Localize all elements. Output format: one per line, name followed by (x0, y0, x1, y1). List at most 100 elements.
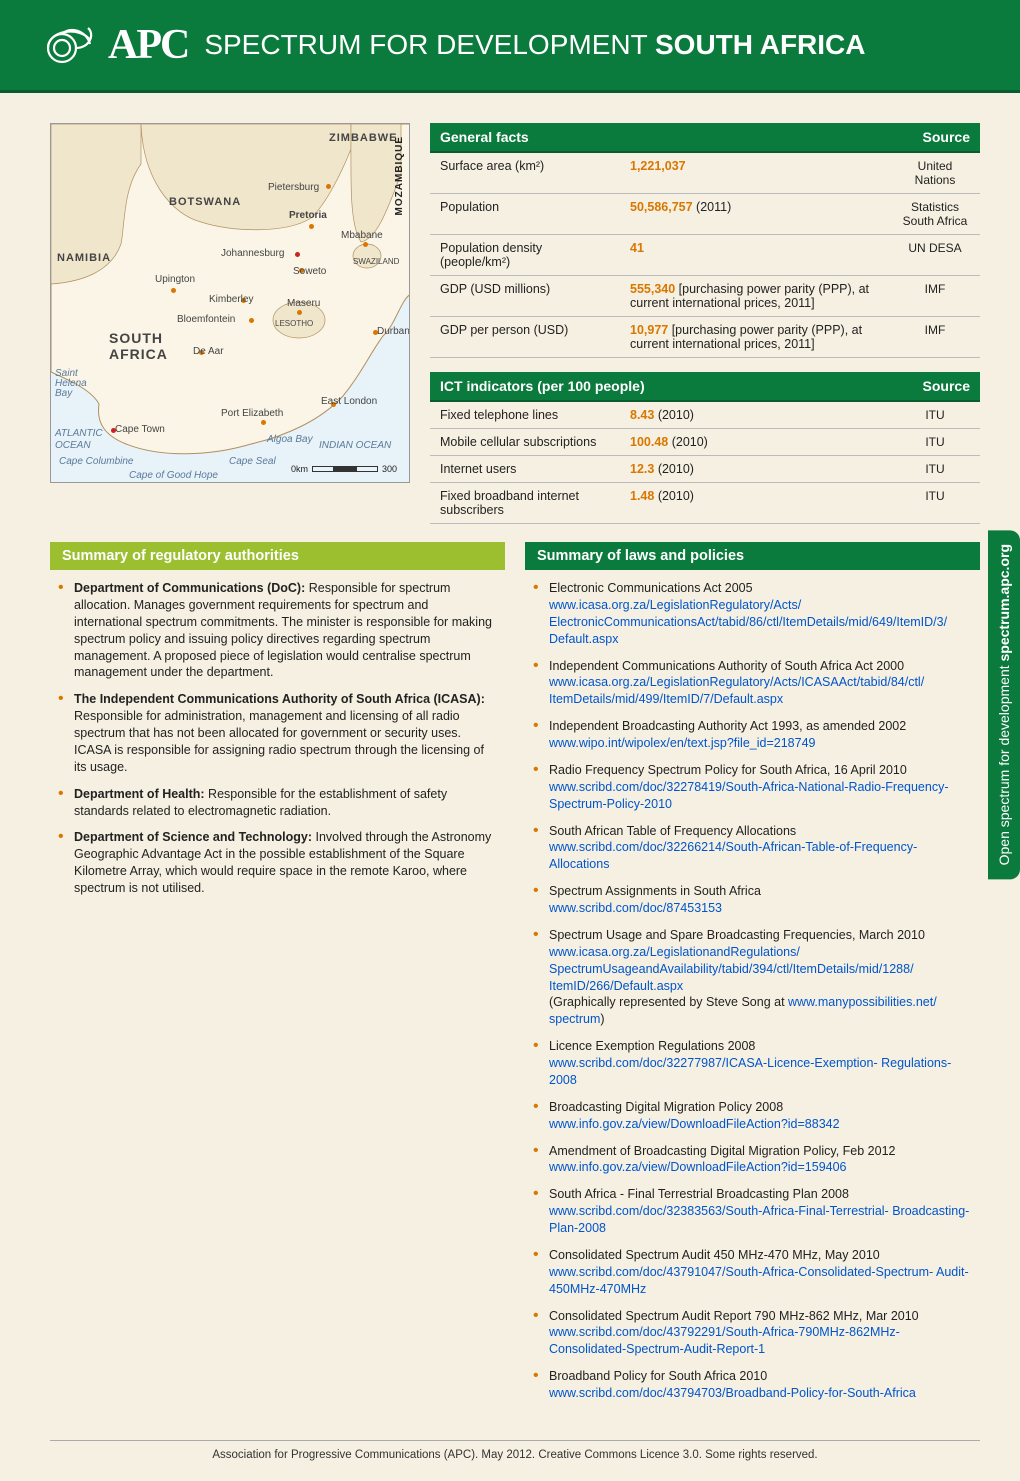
row-label: Surface area (km²) (430, 152, 620, 194)
map-water-label: ATLANTIC (55, 428, 103, 439)
law-link[interactable]: www.icasa.org.za/LegislationRegulatory/A… (549, 598, 947, 646)
law-link[interactable]: www.scribd.com/doc/43794703/Broadband-Po… (549, 1386, 916, 1400)
map-water-label: Bay (55, 388, 72, 399)
map-city-label: Johannesburg (221, 248, 284, 259)
map-water-label: Cape Seal (229, 456, 276, 467)
content: MOZAMBIQUE NAMIBIABOTSWANAZIMBABWESWAZIL… (0, 93, 1020, 1432)
row-source: IMF (890, 317, 980, 358)
law-link[interactable]: www.scribd.com/doc/32278419/South-Africa… (549, 780, 949, 811)
map: MOZAMBIQUE NAMIBIABOTSWANAZIMBABWESWAZIL… (50, 123, 410, 483)
list-item: Broadband Policy for South Africa 2010ww… (533, 1368, 972, 1402)
law-link[interactable]: www.scribd.com/doc/32277987/ICASA-Licenc… (549, 1056, 951, 1087)
map-city-label: De Aar (193, 346, 224, 357)
map-city-label: Durban (377, 326, 410, 337)
logo-swirl-icon (40, 20, 100, 70)
page-title: SPECTRUM FOR DEVELOPMENT SOUTH AFRICA (204, 29, 865, 61)
list-item: South African Table of Frequency Allocat… (533, 823, 972, 874)
map-country-label: ZIMBABWE (329, 132, 398, 144)
law-link[interactable]: www.info.gov.za/view/DownloadFileAction?… (549, 1117, 840, 1131)
title-bold: SOUTH AFRICA (655, 29, 866, 60)
map-city-label: Bloemfontein (177, 314, 235, 325)
law-link[interactable]: www.scribd.com/doc/32383563/South-Africa… (549, 1204, 969, 1235)
map-city-label: East London (321, 396, 377, 407)
row-value: 100.48 (2010) (620, 429, 890, 456)
map-city-label: Port Elizabeth (221, 408, 283, 419)
list-item: Independent Communications Authority of … (533, 658, 972, 709)
ict-heading: ICT indicators (per 100 people) (430, 372, 890, 401)
row-source: Statistics South Africa (890, 194, 980, 235)
law-link[interactable]: www.scribd.com/doc/87453153 (549, 901, 722, 915)
law-link[interactable]: www.icasa.org.za/LegislationRegulatory/A… (549, 675, 924, 706)
map-country-label: AFRICA (109, 346, 168, 362)
law-link[interactable]: www.scribd.com/doc/32266214/South-Africa… (549, 840, 917, 871)
map-city-label: Maseru (287, 298, 320, 309)
law-link[interactable]: www.manypossibilities.net/ spectrum (549, 995, 937, 1026)
row-label: Population density (people/km²) (430, 235, 620, 276)
table-row: Surface area (km²) 1,221,037 United Nati… (430, 152, 980, 194)
general-facts-table: General facts Source Surface area (km²) … (430, 123, 980, 358)
map-city-dot (249, 318, 254, 323)
list-item: Consolidated Spectrum Audit 450 MHz-470 … (533, 1247, 972, 1298)
table-row: Internet users 12.3 (2010) ITU (430, 456, 980, 483)
table-row: Fixed telephone lines 8.43 (2010) ITU (430, 401, 980, 429)
list-item: Spectrum Usage and Spare Broadcasting Fr… (533, 927, 972, 1028)
general-facts-heading: General facts (430, 123, 890, 152)
row-value: 555,340 [purchasing power parity (PPP), … (620, 276, 890, 317)
side-tab[interactable]: Open spectrum for development spectrum.a… (988, 530, 1020, 879)
map-city-dot (309, 224, 314, 229)
row-label: GDP (USD millions) (430, 276, 620, 317)
map-country-label: NAMIBIA (57, 252, 111, 264)
map-country-label: LESOTHO (275, 319, 313, 328)
map-label-mozambique: MOZAMBIQUE (394, 136, 405, 215)
map-city-dot (363, 242, 368, 247)
row-value: 41 (620, 235, 890, 276)
row-source: ITU (890, 429, 980, 456)
map-country-label: BOTSWANA (169, 196, 241, 208)
side-tab-bold: spectrum.apc.org (996, 544, 1012, 661)
footer: Association for Progressive Communicatio… (50, 1440, 980, 1481)
table-row: GDP (USD millions) 555,340 [purchasing p… (430, 276, 980, 317)
map-water-label: Algoa Bay (267, 434, 313, 445)
map-city-label: Upington (155, 274, 195, 285)
map-city-label: Pietersburg (268, 182, 319, 193)
map-country-label: SOUTH (109, 330, 163, 346)
map-water-label: Cape Columbine (59, 456, 134, 467)
row-value: 1.48 (2010) (620, 483, 890, 524)
row-source: UN DESA (890, 235, 980, 276)
list-item: Licence Exemption Regulations 2008www.sc… (533, 1038, 972, 1089)
law-link[interactable]: www.scribd.com/doc/43792291/South-Africa… (549, 1325, 900, 1356)
list-item: Electronic Communications Act 2005www.ic… (533, 580, 972, 648)
ict-table: ICT indicators (per 100 people) Source F… (430, 372, 980, 524)
row-value: 10,977 [purchasing power parity (PPP), a… (620, 317, 890, 358)
row-value: 8.43 (2010) (620, 401, 890, 429)
law-link[interactable]: www.wipo.int/wipolex/en/text.jsp?file_id… (549, 736, 815, 750)
laws-heading: Summary of laws and policies (525, 542, 980, 570)
law-link[interactable]: www.icasa.org.za/LegislationandRegulatio… (549, 945, 914, 993)
table-row: Population 50,586,757 (2011) Statistics … (430, 194, 980, 235)
list-item: South Africa - Final Terrestrial Broadca… (533, 1186, 972, 1237)
map-city-dot (295, 252, 300, 257)
map-city-dot (261, 420, 266, 425)
map-water-label: OCEAN (55, 440, 91, 451)
table-row: Population density (people/km²) 41 UN DE… (430, 235, 980, 276)
list-item: Amendment of Broadcasting Digital Migrat… (533, 1143, 972, 1177)
row-value: 12.3 (2010) (620, 456, 890, 483)
list-item: The Independent Communications Authority… (58, 691, 497, 775)
page-header: APC SPECTRUM FOR DEVELOPMENT SOUTH AFRIC… (0, 0, 1020, 93)
law-link[interactable]: www.info.gov.za/view/DownloadFileAction?… (549, 1160, 847, 1174)
scale-from: 0km (291, 464, 308, 474)
map-city-label: Soweto (293, 266, 326, 277)
list-item: Department of Communications (DoC): Resp… (58, 580, 497, 681)
list-item: Consolidated Spectrum Audit Report 790 M… (533, 1308, 972, 1359)
row-source: IMF (890, 276, 980, 317)
law-link[interactable]: www.scribd.com/doc/43791047/South-Africa… (549, 1265, 969, 1296)
general-facts-source-heading: Source (890, 123, 980, 152)
map-city-label: Cape Town (115, 424, 165, 435)
list-item: Department of Health: Responsible for th… (58, 786, 497, 820)
map-scale: 0km 300 (291, 464, 397, 474)
map-city-label: Mbabane (341, 230, 383, 241)
row-value: 50,586,757 (2011) (620, 194, 890, 235)
map-water-label: INDIAN OCEAN (319, 440, 391, 451)
row-value: 1,221,037 (620, 152, 890, 194)
list-item: Broadcasting Digital Migration Policy 20… (533, 1099, 972, 1133)
